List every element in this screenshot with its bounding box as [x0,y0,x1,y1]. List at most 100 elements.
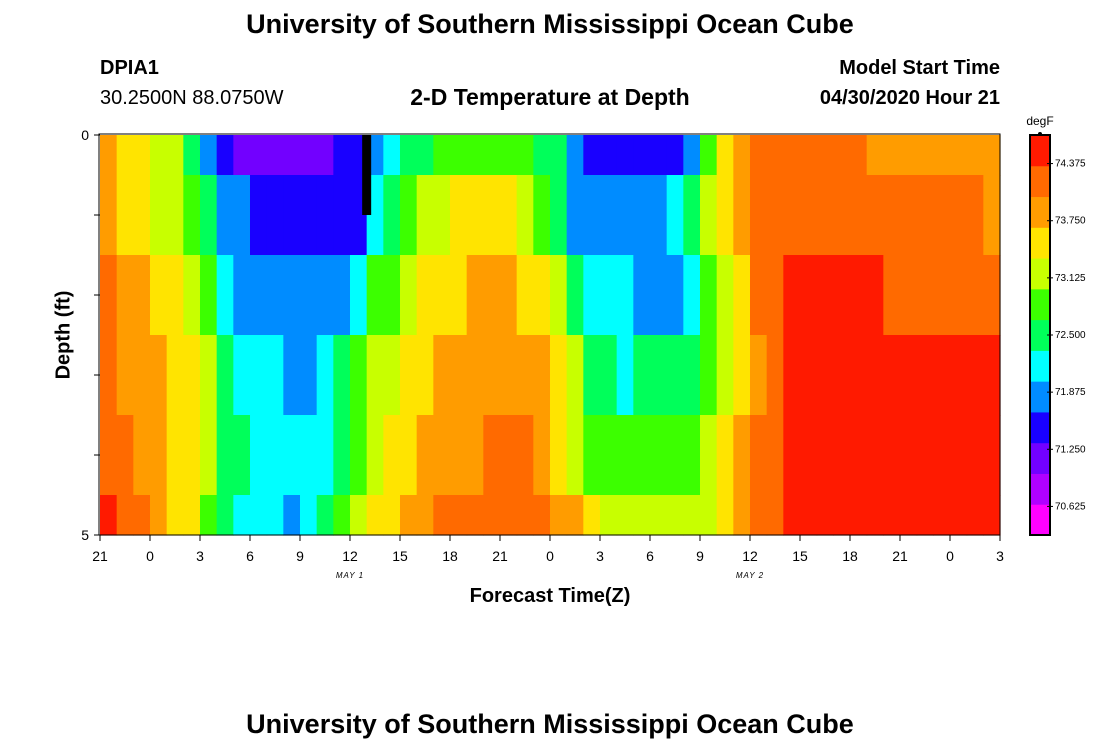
colorbar-swatch [1030,288,1050,321]
heatmap-cell [700,135,718,176]
heatmap-cell [200,335,218,416]
heatmap-cell [183,175,201,256]
heatmap-cell [800,495,818,536]
heatmap-cell [266,175,284,256]
heatmap-cell [466,335,484,416]
heatmap-cell [183,135,201,176]
heatmap-cell [633,255,651,336]
heatmap-cell [650,495,668,536]
heatmap-cell [100,415,118,496]
heatmap-cell [450,175,468,256]
heatmap-cell [866,135,884,176]
heatmap-cell [916,175,934,256]
heatmap-cell [916,415,934,496]
heatmap-cell [633,415,651,496]
heatmap-cell [833,335,851,416]
heatmap-cell [350,335,368,416]
heatmap-cell [133,415,151,496]
heatmap-cell [633,335,651,416]
heatmap-cell [900,415,918,496]
heatmap-cell [900,255,918,336]
heatmap-cell [366,335,384,416]
heatmap-cell [133,135,151,176]
heatmap-cell [200,135,218,176]
heatmap-cell [116,335,134,416]
heatmap-cell [416,415,434,496]
heatmap-cell [900,335,918,416]
heatmap-cell [350,415,368,496]
heatmap-cell [533,255,551,336]
heatmap-cell [650,335,668,416]
heatmap-cell [850,255,868,336]
heatmap-cell [883,135,901,176]
x-tick-label: 6 [246,548,254,564]
heatmap-cell [783,415,801,496]
heatmap-cell [833,135,851,176]
heatmap-cell [183,495,201,536]
heatmap-cell [683,335,701,416]
heatmap-cell [483,255,501,336]
heatmap-cell [866,255,884,336]
heatmap-cell [100,335,118,416]
colorbar-swatch [1030,350,1050,382]
colorbar-swatch [1030,442,1050,474]
heatmap-cell [266,495,284,536]
heatmap-cell [283,255,301,336]
heatmap-cell [816,415,834,496]
heatmap-cell [383,175,401,256]
colorbar-top-dot [1038,132,1042,136]
heatmap-cell [750,335,768,416]
heatmap-cell [600,415,618,496]
heatmap-cell [666,495,684,536]
colorbar-swatch [1030,473,1050,505]
heatmap-cell [900,135,918,176]
heatmap-cell [133,175,151,256]
heatmap-cell [450,415,468,496]
heatmap-cell [183,415,201,496]
heatmap-cell [783,175,801,256]
heatmap-cell [400,335,418,416]
x-tick-label: 18 [442,548,458,564]
heatmap-cell [850,415,868,496]
heatmap-cell [450,135,468,176]
heatmap-cell [400,495,418,536]
x-tick-label: 9 [296,548,304,564]
page-title: University of Southern Mississippi Ocean… [246,9,854,39]
heatmap-cell [883,495,901,536]
heatmap-cell [250,495,268,536]
heatmap-cell [283,135,301,176]
heatmap-cell [650,415,668,496]
heatmap-cell [950,335,968,416]
heatmap-cell [983,495,1001,536]
heatmap-cell [950,415,968,496]
x-tick-label: 12 [342,548,358,564]
heatmap-cell [233,255,251,336]
heatmap-cell [633,135,651,176]
heatmap-cell [650,255,668,336]
heatmap-cell [816,335,834,416]
heatmap-cell [216,255,234,336]
heatmap-cell [966,175,984,256]
heatmap-cell [466,175,484,256]
heatmap-cell [533,175,551,256]
heatmap-cell [166,415,184,496]
heatmap-cell [700,175,718,256]
heatmap-cell [366,255,384,336]
heatmap-cell [283,335,301,416]
heatmap-cell [433,335,451,416]
heatmap-cell [583,135,601,176]
heatmap-cell [366,495,384,536]
heatmap-cell [883,255,901,336]
heatmap-cell [666,175,684,256]
heatmap-cell [616,415,634,496]
heatmap-cell [616,255,634,336]
heatmap-cell [333,175,351,256]
colorbar-swatch [1030,135,1050,167]
heatmap-cell [666,335,684,416]
heatmap-cell [400,175,418,256]
x-tick-label: 21 [92,548,108,564]
heatmap-cell [966,415,984,496]
heatmap-cell [333,415,351,496]
heatmap-cell [550,335,568,416]
heatmap-cell [600,135,618,176]
